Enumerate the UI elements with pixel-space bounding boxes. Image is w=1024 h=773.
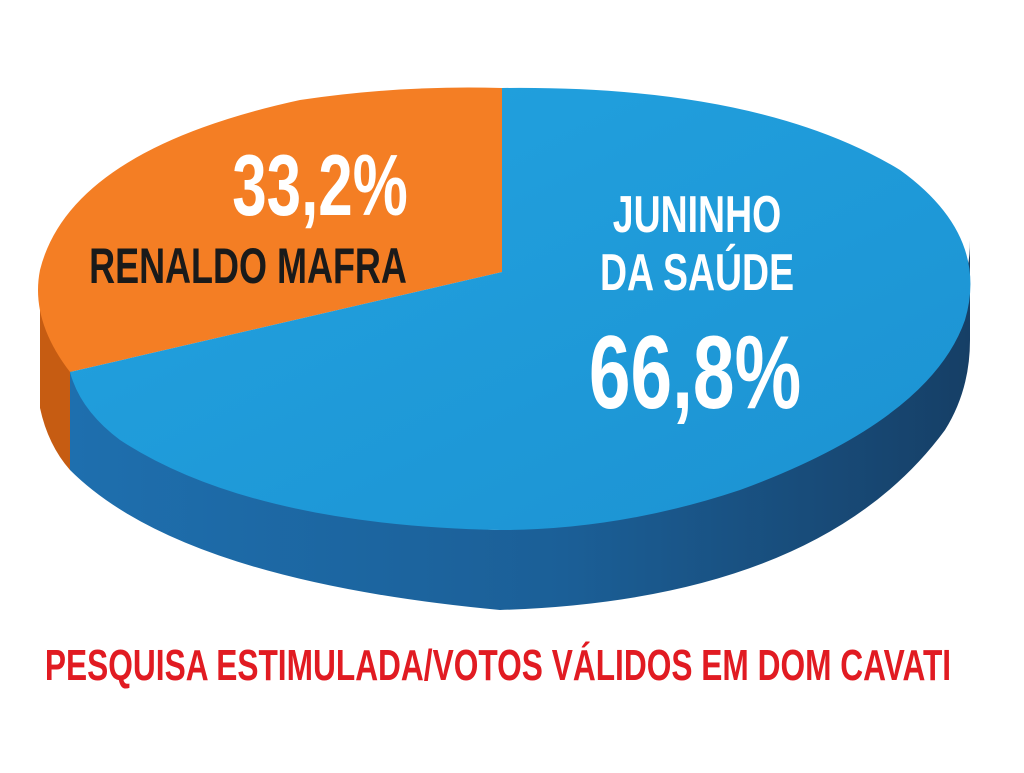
pie-slice-juninho-da-saude [70,87,971,530]
name-label-renaldo-mafra: RENALDO MAFRA [89,239,407,294]
name-label-juninho-line1: JUNINHO [613,185,781,244]
pie-slice-renaldo-mafra [38,87,502,372]
value-label-juninho-da-saude: 66,8% [589,315,801,431]
pie-side-wall-orange [40,300,70,470]
pie-side-wall-blue [70,240,970,610]
chart-footer: PESQUISA ESTIMULADA/VOTOS VÁLIDOS EM DOM… [45,640,951,690]
name-label-juninho-line2: DA SAÚDE [600,242,794,302]
value-label-renaldo-mafra: 33,2% [232,137,408,233]
